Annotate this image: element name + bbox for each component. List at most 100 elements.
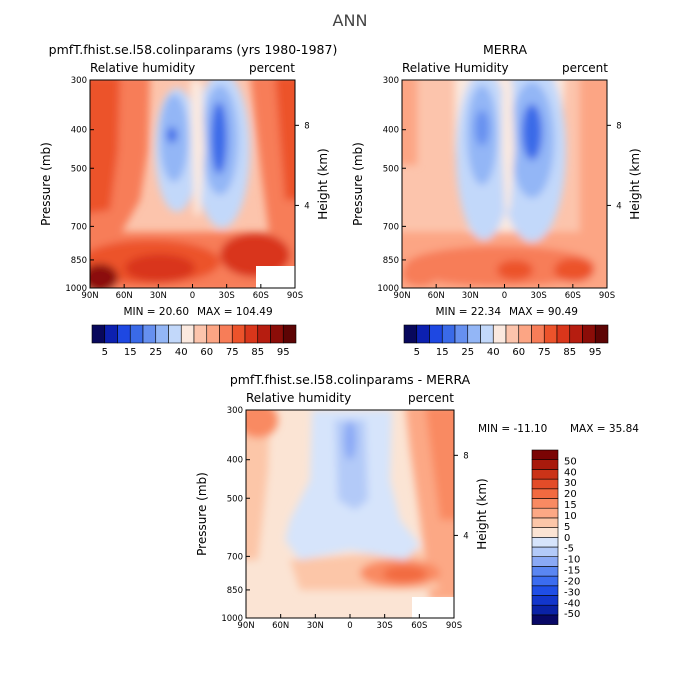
panel-diff: pmfT.fhist.se.l58.colinparams - MERRA Re… xyxy=(230,372,639,619)
diff-colorbar-label: -10 xyxy=(564,555,580,566)
panel-merra-ytick-label: 700 xyxy=(383,222,399,232)
panel-model-xtick-label: 60N xyxy=(116,291,133,301)
colorbar-box xyxy=(454,324,469,344)
panel-model-field xyxy=(90,80,295,288)
panel-model-ytick-label: 850 xyxy=(71,256,87,266)
panel-diff-ytick-label: 500 xyxy=(227,494,243,504)
panel-merra-min: MIN = 22.34 xyxy=(435,306,501,318)
panel-merra-rtick-label: 8 xyxy=(616,121,621,131)
panel-diff-xtick-label: 60N xyxy=(272,621,289,631)
diff-colorbar-label: 20 xyxy=(564,489,577,500)
panel-merra-ytick-label: 850 xyxy=(383,256,399,266)
panel-merra-xtick-label: 90N xyxy=(393,291,410,301)
colorbar-label: 40 xyxy=(175,347,188,358)
colorbar-box xyxy=(117,324,131,344)
panel-merra-xtick-label: 0 xyxy=(502,291,507,301)
diff-colorbar-box xyxy=(531,595,559,606)
diff-colorbar-box xyxy=(531,614,559,625)
panel-model-xtick-label: 90N xyxy=(81,291,98,301)
panel-diff-variable: Relative humidity xyxy=(246,391,351,405)
panel-diff-ytick-label: 1000 xyxy=(221,614,243,624)
colorbar-box xyxy=(231,324,246,344)
panel-model-ytick-label: 300 xyxy=(71,76,87,86)
panel-diff-xtick-label: 60S xyxy=(411,621,427,631)
main-title: ANN xyxy=(333,11,368,30)
panel-merra-ytick-label: 400 xyxy=(383,126,399,136)
panel-diff-ytick-label: 300 xyxy=(227,406,243,416)
panel-merra-xtick-label: 60N xyxy=(428,291,445,301)
panel-diff-pressure-label: Pressure (mb) xyxy=(195,472,209,556)
diff-colorbar-label: 0 xyxy=(564,533,570,544)
panel-merra-units: percent xyxy=(562,61,608,75)
panel-model-ytick-label: 400 xyxy=(71,126,87,136)
colorbar-box xyxy=(518,324,532,344)
diff-colorbar-box xyxy=(531,459,559,470)
diff-colorbar-box xyxy=(531,498,559,509)
panel-model-xtick-label: 30N xyxy=(150,291,167,301)
colorbar-label: 75 xyxy=(538,347,551,358)
panel-merra-title: MERRA xyxy=(483,42,528,57)
colorbar-box xyxy=(467,324,481,344)
panel-diff-units: percent xyxy=(408,391,454,405)
panel-merra-rtick-label: 4 xyxy=(616,201,621,211)
diff-colorbar-label: 15 xyxy=(564,500,577,511)
panel-diff-xtick-label: 30S xyxy=(377,621,393,631)
diff-colorbar-box xyxy=(531,536,559,548)
colorbar-label: 75 xyxy=(226,347,239,358)
colorbar-box xyxy=(492,324,507,344)
colorbar-box xyxy=(403,324,418,344)
diff-colorbar-box xyxy=(531,527,559,538)
colorbar-label: 85 xyxy=(251,347,264,358)
colorbar-box xyxy=(441,324,456,344)
diff-colorbar-box xyxy=(531,604,559,616)
colorbar-box xyxy=(416,324,430,344)
colorbar-box xyxy=(429,324,443,344)
panel-model-ytick-label: 700 xyxy=(71,222,87,232)
diff-colorbar-label: -15 xyxy=(564,566,580,577)
panel-merra-pressure-label: Pressure (mb) xyxy=(351,142,365,226)
panel-merra-field xyxy=(402,80,607,288)
panel-model-xtick-label: 30S xyxy=(219,291,235,301)
diff-colorbar-label: 5 xyxy=(564,522,570,533)
panel-merra-height-label: Height (km) xyxy=(628,148,642,219)
panel-merra: MERRA Relative Humidity percent xyxy=(401,42,608,289)
diff-colorbar-label: 40 xyxy=(564,467,577,478)
panel-diff-rtick-label: 4 xyxy=(463,531,468,541)
panel-model-xtick-label: 90S xyxy=(287,291,303,301)
diff-colorbar-box xyxy=(531,585,559,596)
colorbar-box xyxy=(168,324,182,344)
diff-colorbar-box xyxy=(531,449,559,460)
colorbar-box xyxy=(582,324,596,344)
colorbar-box xyxy=(180,324,195,344)
diff-colorbar-box xyxy=(531,517,559,528)
colorbar-label: 95 xyxy=(277,347,290,358)
diff-colorbar-box xyxy=(531,566,559,577)
panel-merra-ytick-label: 1000 xyxy=(377,284,399,294)
diff-colorbar-box xyxy=(531,488,559,499)
colorbar-label: 5 xyxy=(414,347,420,358)
panel-merra-ytick-label: 300 xyxy=(383,76,399,86)
panel-diff-title: pmfT.fhist.se.l58.colinparams - MERRA xyxy=(230,372,471,387)
panel-diff-ytick-label: 400 xyxy=(227,456,243,466)
diff-colorbar-label: -40 xyxy=(564,598,580,609)
panel-diff-ytick-label: 700 xyxy=(227,552,243,562)
colorbar-box xyxy=(505,324,520,344)
panel-diff-rtick-label: 8 xyxy=(463,451,468,461)
panel-model-xtick-label: 60S xyxy=(253,291,269,301)
colorbar-box xyxy=(543,324,558,344)
diff-colorbar-box xyxy=(531,469,559,480)
colorbar-box xyxy=(219,324,233,344)
panel-merra-variable: Relative Humidity xyxy=(402,61,509,75)
panel-model-units: percent xyxy=(249,61,295,75)
panel-model: pmfT.fhist.se.l58.colinparams (yrs 1980-… xyxy=(49,42,337,289)
colorbar-label: 40 xyxy=(487,347,500,358)
panel-model-height-label: Height (km) xyxy=(316,148,330,219)
diff-colorbar-label: -30 xyxy=(564,587,580,598)
panel-merra-xtick-label: 30N xyxy=(462,291,479,301)
panel-diff-max: MAX = 35.84 xyxy=(570,423,639,435)
diff-colorbar-label: -5 xyxy=(564,544,574,555)
colorbar-box xyxy=(569,324,583,344)
diff-colorbar-box xyxy=(531,556,559,567)
panel-model-min: MIN = 20.60 xyxy=(123,306,189,318)
panel-diff-ytick-label: 850 xyxy=(227,586,243,596)
